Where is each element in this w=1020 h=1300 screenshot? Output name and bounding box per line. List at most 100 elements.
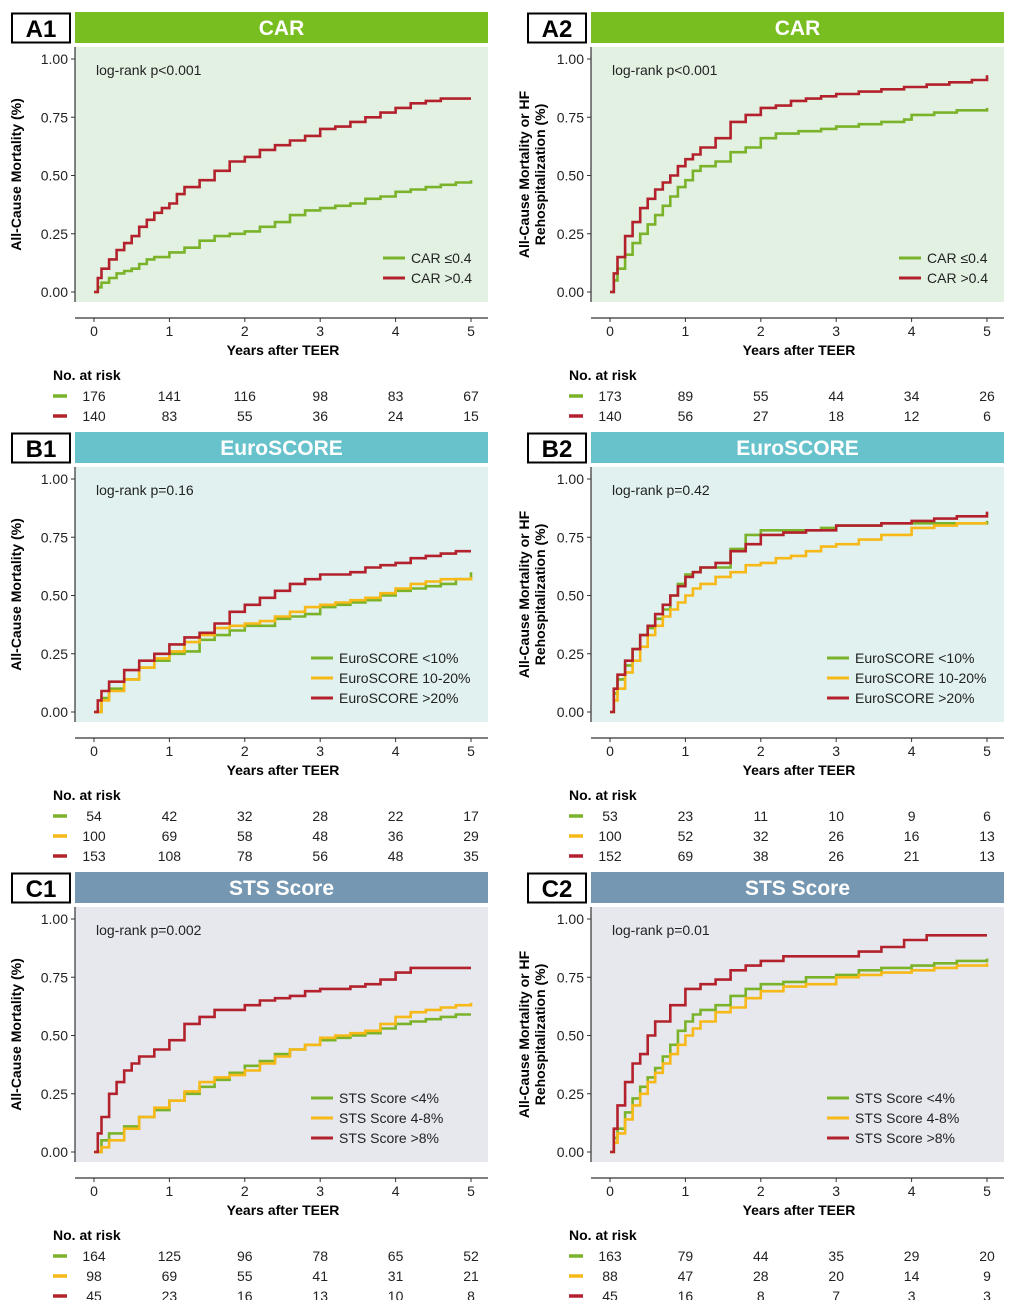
risk-count: 176 [82, 388, 106, 404]
y-tick-label: 0.50 [41, 588, 68, 604]
x-tick-label: 5 [983, 1183, 991, 1199]
x-tick-label: 4 [392, 1183, 400, 1199]
risk-count: 18 [828, 408, 844, 424]
x-tick-label: 2 [757, 323, 765, 339]
x-tick-label: 1 [166, 743, 174, 759]
risk-count: 35 [463, 848, 479, 864]
risk-count: 29 [463, 828, 479, 844]
x-tick-label: 4 [392, 743, 400, 759]
y-tick-label: 0.25 [557, 226, 584, 242]
km-curve-green [610, 107, 989, 294]
risk-count: 69 [162, 1268, 178, 1284]
risk-count: 164 [82, 1248, 106, 1264]
risk-count: 88 [602, 1268, 618, 1284]
risk-count: 13 [979, 848, 995, 864]
panel-id-box [11, 872, 71, 904]
risk-count: 8 [757, 1288, 765, 1300]
x-tick-label: 5 [983, 743, 991, 759]
x-axis-title: Years after TEER [227, 342, 340, 358]
risk-count: 53 [602, 808, 618, 824]
panel-header-bar [591, 432, 1004, 463]
plot-background [75, 467, 488, 722]
y-tick-label: 0.75 [41, 969, 68, 985]
panel-b1: EuroSCORE B1 0.00 0.25 0.50 0.75 1.00 0 1 2 3 4 5 Yea… [8, 432, 488, 864]
risk-count: 6 [983, 408, 991, 424]
y-tick-label: 1.00 [557, 911, 584, 927]
risk-table-title: No. at risk [569, 1227, 637, 1243]
x-tick-label: 3 [832, 323, 840, 339]
panel-header-title: CAR [775, 17, 821, 40]
risk-count: 7 [832, 1288, 840, 1300]
x-tick-label: 1 [166, 1183, 174, 1199]
risk-count: 67 [463, 388, 479, 404]
km-curve-red [610, 934, 987, 1154]
km-curve-orange [94, 1002, 473, 1154]
y-tick-label: 0.50 [557, 588, 584, 604]
legend-label: CAR >0.4 [411, 270, 472, 286]
x-axis-title: Years after TEER [743, 762, 856, 778]
panel-id-box [527, 12, 587, 44]
y-tick-label: 1.00 [41, 51, 68, 67]
y-tick-label: 0.75 [557, 529, 584, 545]
y-tick-label: 0.75 [41, 529, 68, 545]
panel-id-label: C1 [26, 876, 57, 903]
risk-count: 12 [904, 408, 920, 424]
risk-count: 98 [312, 388, 328, 404]
y-tick-label: 0.25 [41, 646, 68, 662]
risk-count: 100 [598, 828, 622, 844]
panel-id-label: A2 [542, 16, 573, 43]
y-tick-label: 0.50 [557, 1028, 584, 1044]
log-rank-pvalue: log-rank p=0.01 [612, 922, 710, 938]
km-curve-green [610, 958, 989, 1154]
panel-id-box [11, 432, 71, 464]
risk-count: 83 [162, 408, 178, 424]
x-tick-label: 1 [682, 743, 690, 759]
risk-count: 26 [828, 848, 844, 864]
y-tick-label: 0.00 [557, 704, 584, 720]
x-tick-label: 0 [90, 323, 98, 339]
x-tick-label: 3 [316, 743, 324, 759]
x-tick-label: 5 [467, 743, 475, 759]
panel-header-title: STS Score [745, 877, 850, 900]
x-tick-label: 0 [606, 743, 614, 759]
log-rank-pvalue: log-rank p<0.001 [96, 62, 202, 78]
x-tick-label: 5 [983, 323, 991, 339]
y-axis-title: Rehospitalization (%) [532, 524, 548, 666]
risk-count: 89 [678, 388, 694, 404]
risk-table-title: No. at risk [569, 367, 637, 383]
risk-count: 6 [983, 808, 991, 824]
x-tick-label: 2 [757, 1183, 765, 1199]
y-tick-label: 0.50 [41, 1028, 68, 1044]
x-tick-label: 4 [392, 323, 400, 339]
risk-count: 13 [979, 828, 995, 844]
x-tick-label: 1 [682, 323, 690, 339]
plot-background [591, 467, 1004, 722]
legend-label: EuroSCORE 10-20% [339, 670, 471, 686]
risk-count: 69 [678, 848, 694, 864]
y-axis-title: All-Cause Mortality or HF [516, 950, 532, 1118]
risk-count: 48 [388, 848, 404, 864]
legend-label: STS Score <4% [855, 1090, 955, 1106]
x-tick-label: 1 [166, 323, 174, 339]
y-axis-title: Rehospitalization (%) [532, 964, 548, 1106]
plot-background [75, 907, 488, 1162]
x-tick-label: 2 [241, 1183, 249, 1199]
km-curve-red [94, 97, 471, 294]
risk-count: 44 [753, 1248, 769, 1264]
y-tick-label: 0.25 [557, 1086, 584, 1102]
legend-label: EuroSCORE >20% [855, 690, 974, 706]
risk-count: 41 [312, 1268, 328, 1284]
risk-count: 140 [82, 408, 106, 424]
km-curve-orange [94, 576, 473, 714]
risk-count: 21 [463, 1268, 479, 1284]
y-tick-label: 0.00 [41, 704, 68, 720]
y-axis-title: All-Cause Mortality (%) [8, 518, 24, 670]
risk-count: 9 [908, 808, 916, 824]
x-tick-label: 2 [757, 743, 765, 759]
risk-count: 9 [983, 1268, 991, 1284]
y-tick-label: 1.00 [41, 911, 68, 927]
panel-id-box [11, 12, 71, 44]
panel-header-bar [75, 872, 488, 903]
x-tick-label: 3 [316, 1183, 324, 1199]
